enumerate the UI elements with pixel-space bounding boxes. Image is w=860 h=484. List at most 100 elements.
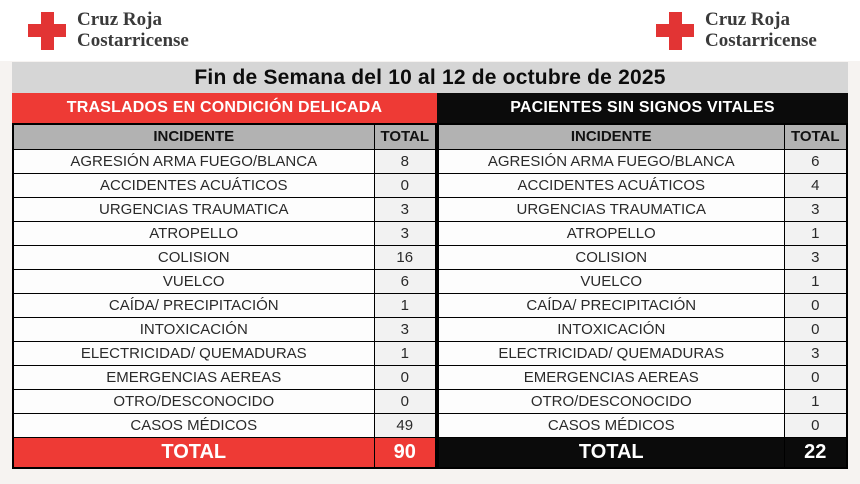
incident-label: OTRO/DESCONOCIDO bbox=[12, 388, 375, 414]
logo-text: Cruz Roja Costarricense bbox=[77, 9, 189, 51]
incident-total: 1 bbox=[783, 388, 848, 414]
red-cross-icon bbox=[28, 11, 66, 50]
table-row: ACCIDENTES ACUÁTICOS 4 bbox=[437, 172, 848, 198]
incident-total: 16 bbox=[373, 244, 437, 270]
incident-total: 0 bbox=[373, 364, 437, 390]
incident-tbody-right: AGRESIÓN ARMA FUEGO/BLANCA 6 ACCIDENTES AC… bbox=[437, 148, 848, 438]
column-header-total: TOTAL bbox=[783, 123, 848, 150]
table-row: ELECTRICIDAD/ QUEMADURAS 1 bbox=[12, 340, 437, 366]
incident-label: COLISION bbox=[12, 244, 375, 270]
table-row: ACCIDENTES ACUÁTICOS 0 bbox=[12, 172, 437, 198]
incident-total: 0 bbox=[783, 316, 848, 342]
table-row: URGENCIAS TRAUMATICA 3 bbox=[12, 196, 437, 222]
incident-total: 1 bbox=[373, 292, 437, 318]
logo-band: Cruz Roja Costarricense Cruz Roja Costar… bbox=[0, 0, 860, 61]
red-cross-icon bbox=[656, 11, 694, 50]
total-value: 22 bbox=[783, 436, 848, 469]
incident-total: 49 bbox=[373, 412, 437, 438]
report-title: Fin de Semana del 10 al 12 de octubre de… bbox=[12, 62, 848, 93]
incident-total: 0 bbox=[783, 364, 848, 390]
incident-total: 3 bbox=[783, 340, 848, 366]
incident-label: INTOXICACIÓN bbox=[12, 316, 375, 342]
incident-label: ELECTRICIDAD/ QUEMADURAS bbox=[437, 340, 785, 366]
column-header-incident: INCIDENTE bbox=[437, 123, 785, 150]
incident-total: 3 bbox=[783, 244, 848, 270]
column-header-total: TOTAL bbox=[373, 123, 437, 150]
column-header-incident: INCIDENTE bbox=[12, 123, 375, 150]
section-header-right: PACIENTES SIN SIGNOS VITALES bbox=[437, 93, 848, 123]
incident-label: ELECTRICIDAD/ QUEMADURAS bbox=[12, 340, 375, 366]
logo-line-2: Costarricense bbox=[77, 29, 189, 51]
incident-label: VUELCO bbox=[12, 268, 375, 294]
table-row: CAÍDA/ PRECIPITACIÓN 0 bbox=[437, 292, 848, 318]
incident-label: VUELCO bbox=[437, 268, 785, 294]
incident-label: CASOS MÉDICOS bbox=[12, 412, 375, 438]
incident-label: OTRO/DESCONOCIDO bbox=[437, 388, 785, 414]
total-label: TOTAL bbox=[437, 436, 785, 469]
table-row: AGRESIÓN ARMA FUEGO/BLANCA 6 bbox=[437, 148, 848, 174]
incident-label: AGRESIÓN ARMA FUEGO/BLANCA bbox=[437, 148, 785, 174]
table-row: ATROPELLO 1 bbox=[437, 220, 848, 246]
incident-total: 0 bbox=[373, 172, 437, 198]
cruz-roja-logo-left: Cruz Roja Costarricense bbox=[28, 9, 189, 51]
incident-label: INTOXICACIÓN bbox=[437, 316, 785, 342]
table-row: OTRO/DESCONOCIDO 1 bbox=[437, 388, 848, 414]
incident-total: 4 bbox=[783, 172, 848, 198]
incident-label: ACCIDENTES ACUÁTICOS bbox=[437, 172, 785, 198]
table-row: ATROPELLO 3 bbox=[12, 220, 437, 246]
report-tables: TRASLADOS EN CONDICIÓN DELICADA INCIDENT… bbox=[12, 93, 848, 469]
incident-total: 1 bbox=[783, 220, 848, 246]
incident-label: URGENCIAS TRAUMATICA bbox=[12, 196, 375, 222]
incident-tbody-left: AGRESIÓN ARMA FUEGO/BLANCA 8 ACCIDENTES AC… bbox=[12, 148, 437, 438]
table-row: INTOXICACIÓN 0 bbox=[437, 316, 848, 342]
incident-table-right: INCIDENTE TOTAL AGRESIÓN ARMA FUEGO/BLAN… bbox=[437, 123, 848, 469]
incident-total: 8 bbox=[373, 148, 437, 174]
logo-text: Cruz Roja Costarricense bbox=[705, 9, 817, 51]
incident-report: Fin de Semana del 10 al 12 de octubre de… bbox=[12, 62, 848, 469]
table-row: EMERGENCIAS AEREAS 0 bbox=[437, 364, 848, 390]
incident-label: ACCIDENTES ACUÁTICOS bbox=[12, 172, 375, 198]
column-header-row: INCIDENTE TOTAL bbox=[12, 123, 437, 150]
column-header-row: INCIDENTE TOTAL bbox=[437, 123, 848, 150]
table-row: VUELCO 6 bbox=[12, 268, 437, 294]
table-row: ELECTRICIDAD/ QUEMADURAS 3 bbox=[437, 340, 848, 366]
incident-label: CASOS MÉDICOS bbox=[437, 412, 785, 438]
table-row: OTRO/DESCONOCIDO 0 bbox=[12, 388, 437, 414]
section-pacientes-sin-signos-vitales: PACIENTES SIN SIGNOS VITALES INCIDENTE T… bbox=[437, 93, 848, 469]
total-value: 90 bbox=[373, 436, 437, 469]
incident-label: CAÍDA/ PRECIPITACIÓN bbox=[437, 292, 785, 318]
incident-label: COLISION bbox=[437, 244, 785, 270]
table-row: CASOS MÉDICOS 49 bbox=[12, 412, 437, 438]
incident-total: 3 bbox=[373, 196, 437, 222]
table-row: COLISION 3 bbox=[437, 244, 848, 270]
incident-total: 6 bbox=[783, 148, 848, 174]
logo-line-1: Cruz Roja bbox=[77, 9, 162, 30]
logo-line-1: Cruz Roja bbox=[705, 9, 790, 30]
incident-total: 0 bbox=[783, 292, 848, 318]
incident-total: 1 bbox=[373, 340, 437, 366]
incident-label: ATROPELLO bbox=[12, 220, 375, 246]
section-traslados-condicion-delicada: TRASLADOS EN CONDICIÓN DELICADA INCIDENT… bbox=[12, 93, 437, 469]
incident-total: 0 bbox=[373, 388, 437, 414]
incident-total: 1 bbox=[783, 268, 848, 294]
incident-total: 3 bbox=[373, 220, 437, 246]
incident-label: AGRESIÓN ARMA FUEGO/BLANCA bbox=[12, 148, 375, 174]
incident-label: CAÍDA/ PRECIPITACIÓN bbox=[12, 292, 375, 318]
table-row: INTOXICACIÓN 3 bbox=[12, 316, 437, 342]
table-row: URGENCIAS TRAUMATICA 3 bbox=[437, 196, 848, 222]
incident-total: 3 bbox=[373, 316, 437, 342]
incident-total: 3 bbox=[783, 196, 848, 222]
incident-total: 6 bbox=[373, 268, 437, 294]
incident-label: EMERGENCIAS AEREAS bbox=[12, 364, 375, 390]
incident-label: URGENCIAS TRAUMATICA bbox=[437, 196, 785, 222]
total-row: TOTAL 90 bbox=[12, 436, 437, 469]
incident-label: EMERGENCIAS AEREAS bbox=[437, 364, 785, 390]
table-row: AGRESIÓN ARMA FUEGO/BLANCA 8 bbox=[12, 148, 437, 174]
total-row: TOTAL 22 bbox=[437, 436, 848, 469]
logo-line-2: Costarricense bbox=[705, 29, 817, 51]
incident-total: 0 bbox=[783, 412, 848, 438]
section-header-left: TRASLADOS EN CONDICIÓN DELICADA bbox=[12, 93, 437, 123]
table-row: EMERGENCIAS AEREAS 0 bbox=[12, 364, 437, 390]
cruz-roja-logo-right: Cruz Roja Costarricense bbox=[656, 9, 817, 51]
